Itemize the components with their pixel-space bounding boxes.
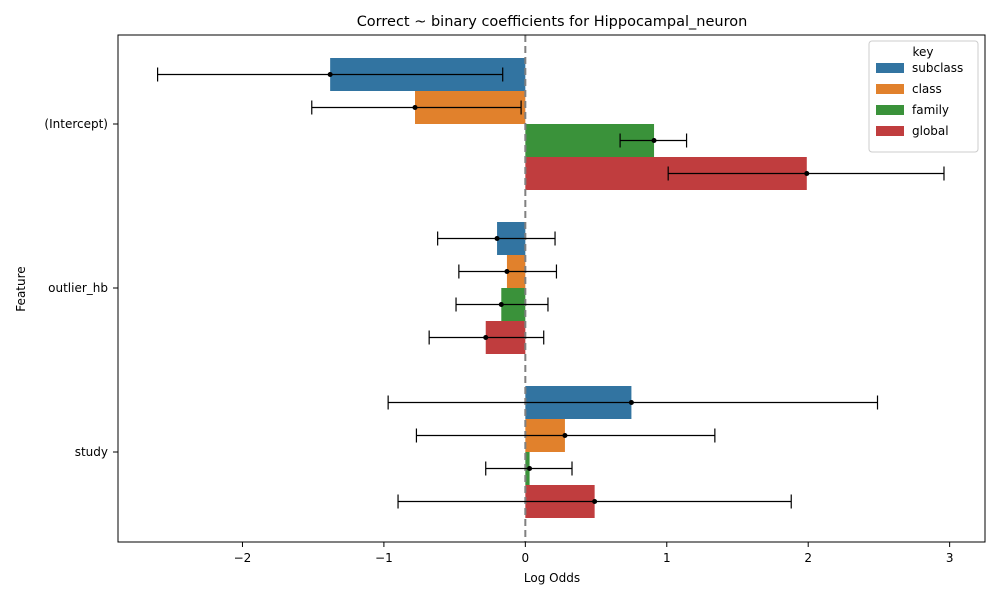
chart-title: Correct ~ binary coefficients for Hippoc… — [357, 14, 748, 30]
legend-items: subclass class family global — [876, 61, 963, 138]
point-class-study — [562, 433, 568, 438]
plot-area — [157, 35, 945, 542]
error-bar-class-study — [415, 428, 716, 443]
legend: key subclass class family global — [868, 40, 979, 153]
error-bar-global-outlier_hb — [428, 330, 545, 345]
plot-frame — [117, 34, 986, 543]
y-tick-label: study — [75, 445, 108, 459]
point-family-study — [527, 466, 533, 471]
error-bar-family-(Intercept) — [619, 133, 688, 148]
point-class-outlier_hb — [504, 269, 510, 274]
error-bar-class-outlier_hb — [458, 264, 558, 279]
point-global-(Intercept) — [804, 171, 810, 176]
legend-title: key — [912, 45, 933, 59]
error-bar-family-study — [485, 461, 573, 476]
x-tick-label: 2 — [804, 551, 812, 565]
error-bar-subclass-study — [387, 395, 879, 410]
error-bar-class-(Intercept) — [311, 100, 522, 115]
point-global-study — [592, 499, 598, 504]
x-tick-label: 0 — [522, 551, 530, 565]
x-axis-title: Log Odds — [524, 571, 580, 585]
error-bar-global-(Intercept) — [667, 166, 945, 181]
legend-swatch-class — [876, 84, 904, 94]
error-bar-global-study — [397, 494, 792, 509]
y-tick-label: (Intercept) — [44, 117, 108, 131]
legend-swatch-global — [876, 126, 904, 136]
point-family-outlier_hb — [498, 302, 504, 307]
legend-label-global: global — [912, 124, 949, 138]
y-axis-title: Feature — [14, 266, 28, 311]
x-tick-label: −2 — [234, 551, 252, 565]
point-subclass-outlier_hb — [494, 236, 500, 241]
y-tick-label: outlier_hb — [48, 281, 108, 295]
error-bar-family-outlier_hb — [455, 297, 549, 312]
legend-swatch-subclass — [876, 63, 904, 73]
error-bar-subclass-outlier_hb — [437, 231, 556, 246]
point-family-(Intercept) — [651, 138, 657, 143]
point-subclass-study — [628, 400, 634, 405]
point-global-outlier_hb — [483, 335, 489, 340]
legend-swatch-family — [876, 105, 904, 115]
legend-label-class: class — [912, 82, 942, 96]
legend-label-subclass: subclass — [912, 61, 963, 75]
error-bar-subclass-(Intercept) — [157, 67, 504, 82]
x-tick-label: 3 — [946, 551, 954, 565]
x-tick-label: −1 — [375, 551, 393, 565]
point-subclass-(Intercept) — [327, 72, 333, 77]
x-tick-label: 1 — [663, 551, 671, 565]
legend-label-family: family — [912, 103, 949, 117]
point-class-(Intercept) — [412, 105, 418, 110]
